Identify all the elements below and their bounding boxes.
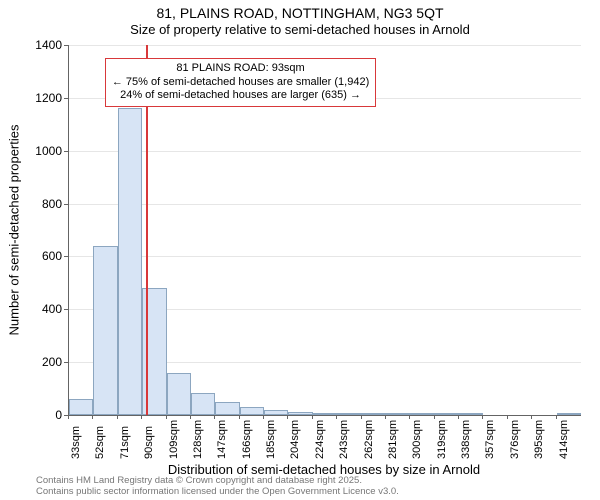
histogram-bar (264, 410, 288, 415)
x-tick-mark (68, 415, 69, 419)
y-tick-label: 1200 (12, 91, 62, 105)
annotation-line3: 24% of semi-detached houses are larger (… (112, 89, 369, 103)
title-line1: 81, PLAINS ROAD, NOTTINGHAM, NG3 5QT (0, 5, 600, 21)
histogram-bar (215, 402, 239, 415)
x-tick-label: 90sqm (143, 426, 155, 459)
x-tick-mark (190, 415, 191, 419)
x-tick-label: 414sqm (558, 420, 570, 459)
x-tick-label: 109sqm (168, 420, 180, 459)
x-tick-mark (507, 415, 508, 419)
title-line2: Size of property relative to semi-detach… (0, 22, 600, 37)
x-tick-label: 71sqm (119, 426, 131, 459)
x-tick-mark (312, 415, 313, 419)
annotation-box: 81 PLAINS ROAD: 93sqm← 75% of semi-detac… (105, 58, 376, 107)
x-tick-label: 33sqm (70, 426, 82, 459)
histogram-bar (386, 413, 410, 415)
histogram-bar (410, 413, 434, 415)
y-tick-label: 0 (12, 408, 62, 422)
y-tick-label: 200 (12, 355, 62, 369)
histogram-bar (240, 407, 264, 415)
x-tick-label: 338sqm (460, 420, 472, 459)
y-tick-mark (64, 204, 68, 205)
x-tick-mark (385, 415, 386, 419)
footer-line2: Contains public sector information licen… (36, 487, 399, 498)
histogram-bar (93, 246, 117, 415)
chart-container: 81, PLAINS ROAD, NOTTINGHAM, NG3 5QT Siz… (0, 0, 600, 500)
x-tick-label: 243sqm (338, 420, 350, 459)
x-tick-label: 281sqm (387, 420, 399, 459)
y-tick-label: 1000 (12, 144, 62, 158)
histogram-bar (459, 413, 483, 415)
x-tick-mark (214, 415, 215, 419)
histogram-bar (69, 399, 93, 415)
x-tick-label: 204sqm (289, 420, 301, 459)
x-tick-label: 166sqm (241, 420, 253, 459)
x-tick-mark (92, 415, 93, 419)
y-tick-mark (64, 309, 68, 310)
x-tick-mark (166, 415, 167, 419)
histogram-bar (167, 373, 191, 415)
y-tick-mark (64, 98, 68, 99)
x-tick-label: 262sqm (363, 420, 375, 459)
x-tick-label: 147sqm (216, 420, 228, 459)
x-tick-mark (239, 415, 240, 419)
x-tick-mark (434, 415, 435, 419)
y-tick-mark (64, 151, 68, 152)
histogram-bar (191, 393, 215, 415)
y-tick-label: 1400 (12, 38, 62, 52)
x-tick-label: 300sqm (411, 420, 423, 459)
histogram-bar (288, 412, 312, 415)
x-tick-mark (263, 415, 264, 419)
x-tick-label: 52sqm (94, 426, 106, 459)
y-tick-mark (64, 45, 68, 46)
annotation-line1: 81 PLAINS ROAD: 93sqm (112, 62, 369, 76)
x-tick-mark (117, 415, 118, 419)
histogram-bar (313, 413, 337, 415)
histogram-bar (557, 413, 581, 415)
x-tick-mark (458, 415, 459, 419)
y-tick-mark (64, 362, 68, 363)
x-tick-label: 376sqm (509, 420, 521, 459)
y-tick-label: 600 (12, 249, 62, 263)
footer-text: Contains HM Land Registry data © Crown c… (36, 476, 399, 498)
x-tick-mark (556, 415, 557, 419)
histogram-bar (362, 413, 386, 415)
x-tick-label: 357sqm (484, 420, 496, 459)
x-tick-mark (361, 415, 362, 419)
x-tick-label: 128sqm (192, 420, 204, 459)
x-tick-label: 224sqm (314, 420, 326, 459)
x-tick-mark (287, 415, 288, 419)
x-tick-mark (336, 415, 337, 419)
y-tick-mark (64, 256, 68, 257)
x-tick-mark (482, 415, 483, 419)
x-tick-mark (409, 415, 410, 419)
x-tick-mark (531, 415, 532, 419)
histogram-bar (337, 413, 361, 415)
x-tick-mark (141, 415, 142, 419)
x-tick-label: 319sqm (436, 420, 448, 459)
annotation-line2: ← 75% of semi-detached houses are smalle… (112, 76, 369, 90)
y-tick-label: 800 (12, 197, 62, 211)
histogram-bar (118, 108, 142, 415)
y-tick-label: 400 (12, 302, 62, 316)
x-tick-label: 185sqm (265, 420, 277, 459)
x-tick-label: 395sqm (533, 420, 545, 459)
plot-area: 81 PLAINS ROAD: 93sqm← 75% of semi-detac… (68, 45, 581, 416)
histogram-bar (435, 413, 459, 415)
